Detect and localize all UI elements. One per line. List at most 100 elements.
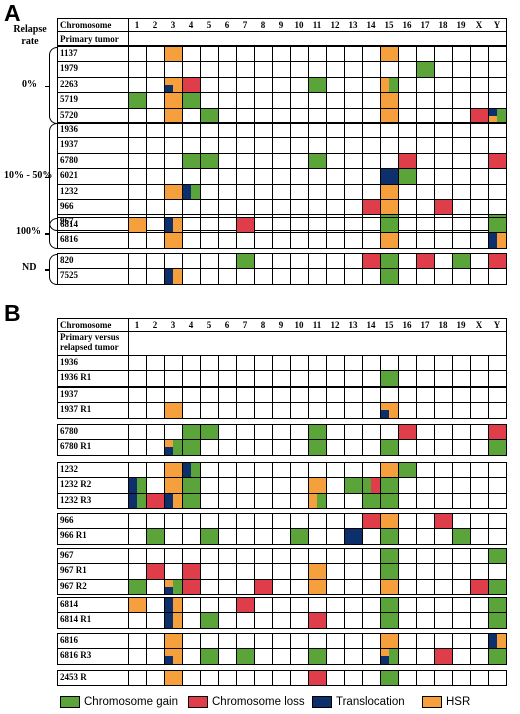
grid-line bbox=[290, 462, 291, 509]
grid-line bbox=[488, 253, 489, 284]
grid-line bbox=[57, 513, 58, 544]
grid-line bbox=[164, 253, 165, 284]
panel-b-mark-gain bbox=[381, 564, 398, 579]
grid-line bbox=[416, 597, 417, 628]
grid-line bbox=[290, 513, 291, 544]
panel-b-mark-gain bbox=[309, 425, 326, 440]
grid-line bbox=[398, 548, 399, 595]
panel-a-mark-hsr bbox=[497, 233, 506, 248]
panel-a-mark-hsr bbox=[165, 47, 182, 62]
grid-line bbox=[272, 46, 273, 123]
grid-line bbox=[416, 253, 417, 284]
panel-a-mark-gain bbox=[453, 254, 470, 269]
panel-a-mark-gain bbox=[497, 108, 506, 123]
grid-line bbox=[344, 122, 345, 230]
grid-line bbox=[128, 355, 129, 386]
grid-line bbox=[182, 462, 183, 509]
grid-line bbox=[452, 513, 453, 544]
grid-line bbox=[416, 424, 417, 455]
panel-b-col-header-9: 9 bbox=[278, 320, 284, 330]
panel-b-mark-loss bbox=[309, 671, 326, 686]
grid-line bbox=[146, 253, 147, 284]
grid-line bbox=[452, 424, 453, 455]
grid-line bbox=[398, 122, 399, 230]
grid-line bbox=[164, 217, 165, 248]
grid-line bbox=[416, 122, 417, 230]
panel-a-mark-trans bbox=[165, 218, 173, 233]
grid-line bbox=[326, 670, 327, 686]
grid-line bbox=[182, 387, 183, 418]
grid-line bbox=[506, 513, 507, 544]
panel-a-mark-hsr bbox=[381, 77, 389, 93]
panel-b-mark-hsr bbox=[165, 579, 173, 587]
panel-b-subheader: Primary versus relapsed tumor bbox=[60, 332, 120, 352]
panel-b-mark-hsr bbox=[309, 478, 326, 493]
panel-b-mark-gain bbox=[173, 440, 182, 455]
grid-line bbox=[362, 387, 363, 418]
panel-b-mark-gain bbox=[381, 549, 398, 564]
grid-line bbox=[254, 253, 255, 284]
panel-b-col-header-1: 1 bbox=[134, 320, 140, 330]
panel-b-row-label: 6814 bbox=[60, 599, 78, 609]
panel-a-row-label: 967 bbox=[60, 216, 74, 227]
grid-line bbox=[506, 46, 507, 123]
grid-line bbox=[452, 548, 453, 595]
grid-line bbox=[488, 355, 489, 386]
panel-a-mark-hsr bbox=[165, 108, 182, 123]
grid-line bbox=[182, 355, 183, 386]
grid-line bbox=[488, 424, 489, 455]
panel-b-mark-loss bbox=[399, 425, 416, 440]
panel-b-mark-trans bbox=[165, 656, 173, 664]
panel-b-mark-loss bbox=[237, 598, 254, 613]
panel-a-row-label: 966 bbox=[60, 201, 74, 211]
panel-b-mark-loss bbox=[255, 579, 272, 595]
panel-a-col-header-4: 4 bbox=[188, 20, 194, 30]
grid-line bbox=[362, 633, 363, 664]
panel-b-col-header-3: 3 bbox=[170, 320, 176, 330]
grid-line bbox=[57, 76, 507, 78]
grid-line bbox=[218, 387, 219, 418]
panel-a-mark-hsr bbox=[129, 218, 146, 233]
grid-line bbox=[57, 548, 58, 595]
panel-b-mark-gain bbox=[389, 649, 398, 664]
grid-line bbox=[344, 597, 345, 628]
grid-line bbox=[57, 318, 507, 319]
legend-swatch-hsr bbox=[422, 696, 442, 708]
grid-line bbox=[57, 685, 507, 687]
panel-a-row-label: 1137 bbox=[60, 48, 78, 58]
panel-a-row-label: 6816 bbox=[60, 234, 78, 245]
grid-line bbox=[200, 597, 201, 628]
panel-b-mark-trans bbox=[165, 586, 173, 595]
panel-a-col-header-6: 6 bbox=[224, 20, 230, 30]
grid-line bbox=[326, 387, 327, 418]
panel-a-mark-gain bbox=[381, 218, 398, 233]
panel-b-mark-hsr bbox=[497, 634, 506, 649]
grid-line bbox=[272, 633, 273, 664]
grid-line bbox=[272, 424, 273, 455]
panel-b-row-label: 1232 R2 bbox=[60, 479, 92, 490]
panel-a-mark-loss bbox=[399, 153, 416, 169]
grid-line bbox=[164, 670, 165, 686]
panel-b-mark-hsr bbox=[381, 634, 398, 649]
grid-line bbox=[57, 402, 507, 404]
grid-line bbox=[254, 670, 255, 686]
grid-line bbox=[218, 46, 219, 123]
panel-b-chromosome-header: Chromosome bbox=[60, 320, 112, 330]
legend-label-loss: Chromosome loss bbox=[212, 696, 305, 708]
panel-b-mark-hsr bbox=[381, 514, 398, 529]
panel-b-col-header-17: 17 bbox=[420, 320, 430, 330]
grid-line bbox=[398, 217, 399, 248]
panel-b-col-header-10: 10 bbox=[294, 320, 304, 330]
grid-line bbox=[57, 513, 507, 514]
grid-line bbox=[128, 19, 129, 46]
panel-a-mark-gain bbox=[489, 218, 506, 233]
panel-a-mark-gain bbox=[381, 269, 398, 284]
grid-line bbox=[290, 670, 291, 686]
grid-line bbox=[344, 253, 345, 284]
panel-b-mark-hsr bbox=[165, 403, 182, 418]
panel-b-mark-gain bbox=[381, 529, 398, 544]
panel-a-mark-hsr bbox=[381, 184, 398, 199]
grid-line bbox=[57, 477, 507, 479]
grid-line bbox=[290, 46, 291, 123]
grid-line bbox=[470, 633, 471, 664]
